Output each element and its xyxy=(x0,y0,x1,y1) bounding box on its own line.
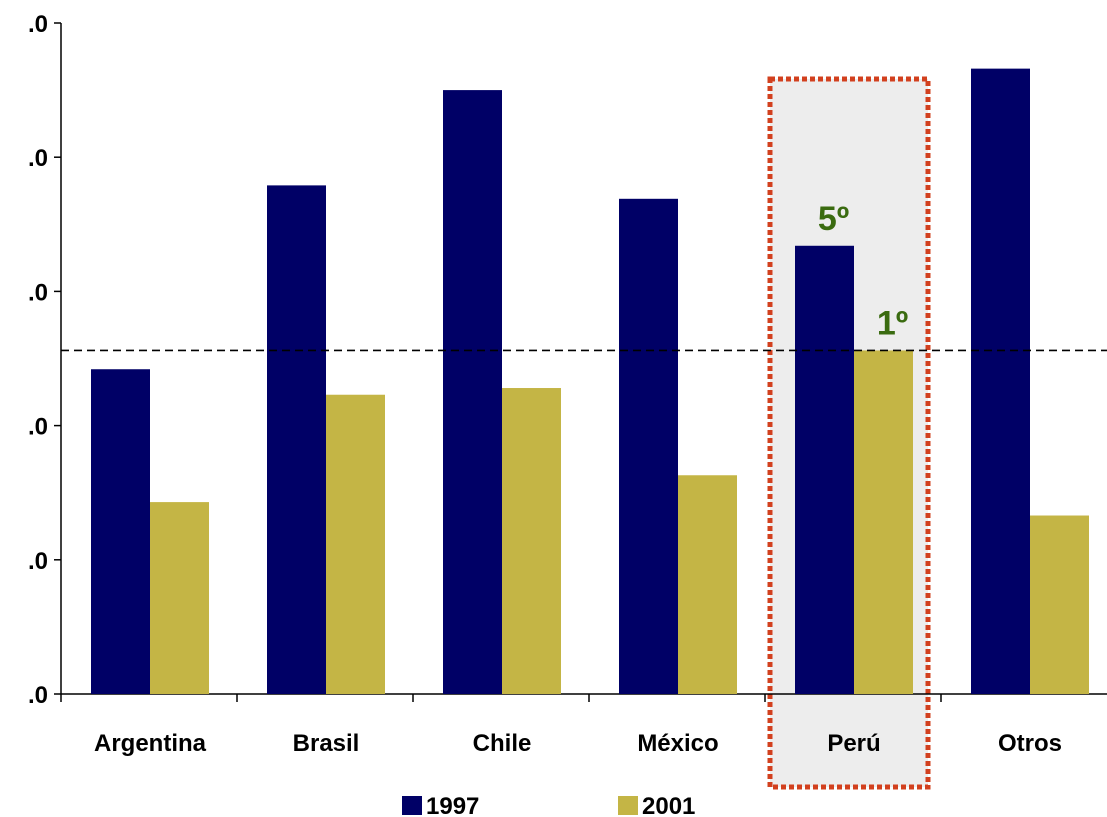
y-tick-label: .0 xyxy=(28,548,48,575)
bar-1997-otros xyxy=(971,68,1030,695)
bar-2001-méxico xyxy=(678,475,737,694)
bar-1997-perú xyxy=(795,245,854,694)
y-tick-label: .0 xyxy=(28,682,48,709)
bar-1997-méxico xyxy=(619,198,678,694)
category-labels: Argentina Brasil Chile México Perú Otros xyxy=(94,730,1062,757)
bar-2001-brasil xyxy=(326,394,385,694)
bar-1997-brasil xyxy=(267,185,326,694)
bar-1997-chile xyxy=(443,90,502,695)
y-tick-label: .0 xyxy=(28,145,48,172)
legend-label-1997: 1997 xyxy=(426,793,479,817)
bar-2001-argentina xyxy=(150,502,209,694)
y-tick-label: .0 xyxy=(28,279,48,306)
rank-annotation-2001: 1º xyxy=(877,304,908,342)
category-label: México xyxy=(637,730,718,757)
category-label: Otros xyxy=(998,730,1062,757)
bar-2001-perú xyxy=(854,350,913,694)
bar-1997-argentina xyxy=(91,369,150,694)
legend-swatch-1997 xyxy=(402,796,422,815)
category-label: Perú xyxy=(827,730,880,757)
bar-2001-chile xyxy=(502,388,561,694)
y-tick-label: .0 xyxy=(28,414,48,441)
rank-annotation-1997: 5º xyxy=(818,200,849,238)
bars xyxy=(91,68,1089,695)
annotations: 5º 1º xyxy=(818,200,908,343)
category-label: Argentina xyxy=(94,730,207,757)
legend-swatch-2001 xyxy=(618,796,638,815)
category-label: Chile xyxy=(473,730,532,757)
category-label: Brasil xyxy=(293,730,360,757)
legend: 1997 2001 xyxy=(402,793,695,817)
legend-label-2001: 2001 xyxy=(642,793,695,817)
axes: .0 .0 .0 .0 .0 .0 xyxy=(28,11,1107,709)
bar-2001-otros xyxy=(1030,515,1089,694)
y-tick-label: .0 xyxy=(28,11,48,38)
